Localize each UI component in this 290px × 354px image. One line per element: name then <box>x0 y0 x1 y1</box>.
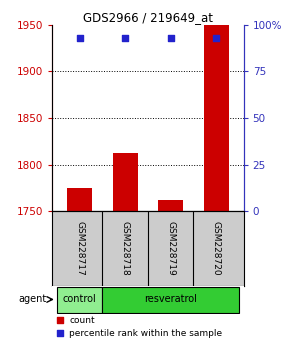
Text: count: count <box>69 315 95 325</box>
Text: resveratrol: resveratrol <box>144 295 197 304</box>
Text: GSM228718: GSM228718 <box>121 221 130 276</box>
Point <box>57 317 62 323</box>
Text: control: control <box>63 295 96 304</box>
Title: GDS2966 / 219649_at: GDS2966 / 219649_at <box>83 11 213 24</box>
Point <box>123 35 127 41</box>
Point <box>214 35 219 41</box>
Point <box>57 331 62 336</box>
Point <box>77 35 82 41</box>
Bar <box>204 25 229 211</box>
Text: percentile rank within the sample: percentile rank within the sample <box>69 329 222 338</box>
Bar <box>57 287 102 313</box>
Text: GSM228720: GSM228720 <box>212 221 221 276</box>
Bar <box>102 287 239 313</box>
Bar <box>158 200 183 211</box>
Text: GSM228719: GSM228719 <box>166 221 175 276</box>
Bar <box>67 188 92 211</box>
Point <box>168 35 173 41</box>
Text: GSM228717: GSM228717 <box>75 221 84 276</box>
Text: agent: agent <box>18 295 46 304</box>
Bar <box>113 153 138 211</box>
